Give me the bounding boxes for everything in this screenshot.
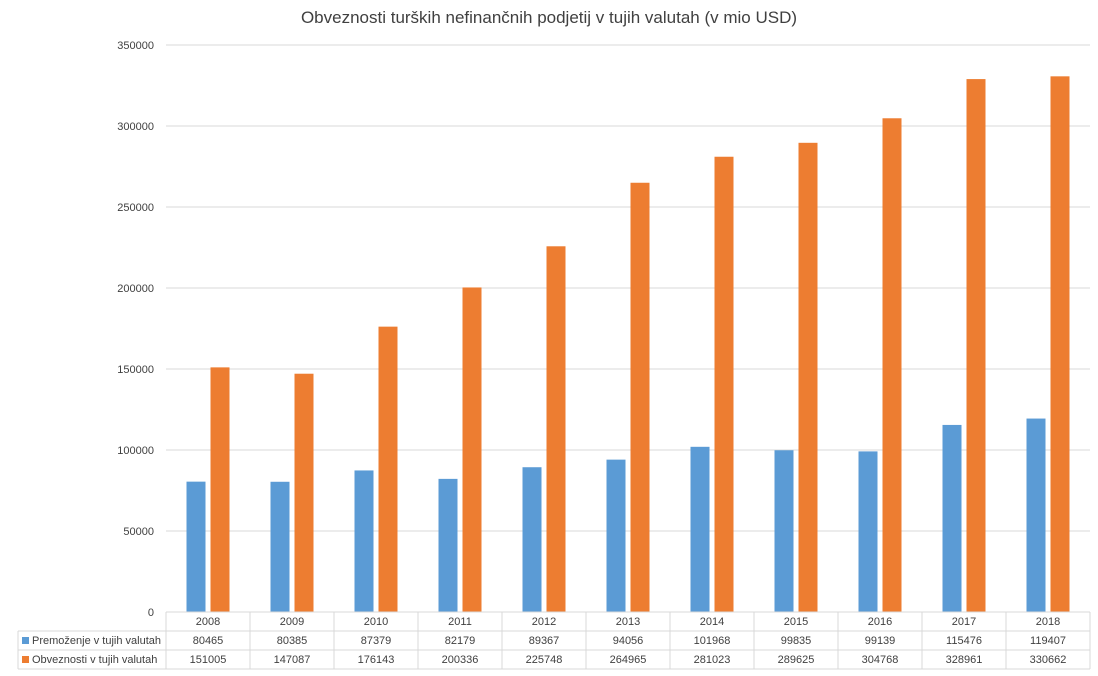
y-axis-ticks: 0 50000 100000 150000 200000 250000 300000 3500… xyxy=(117,40,154,619)
data-label: 281023 xyxy=(694,654,731,666)
y-tick-label: 0 xyxy=(148,607,154,619)
category-label: 2014 xyxy=(700,616,724,628)
category-label: 2017 xyxy=(952,616,976,628)
data-table: 2008 2009 2010 2011 2012 2013 2014 2015 2016 2017… xyxy=(17,611,1091,670)
bar-assets-2017 xyxy=(942,424,962,612)
data-label: 264965 xyxy=(610,654,647,666)
data-label: 94056 xyxy=(613,635,644,647)
bar-liabilities-2011 xyxy=(462,287,482,612)
y-tick-label: 50000 xyxy=(123,526,154,538)
category-label: 2012 xyxy=(532,616,556,628)
data-label: 200336 xyxy=(442,654,479,666)
bar-assets-2014 xyxy=(690,446,710,612)
bar-liabilities-2013 xyxy=(630,182,650,612)
bar-liabilities-2017 xyxy=(966,79,986,612)
data-label: 89367 xyxy=(529,635,560,647)
y-tick-label: 300000 xyxy=(117,121,154,133)
y-tick-label: 200000 xyxy=(117,283,154,295)
data-label: 87379 xyxy=(361,635,392,647)
data-label: 82179 xyxy=(445,635,476,647)
bar-assets-2010 xyxy=(354,470,374,612)
bar-assets-2013 xyxy=(606,459,626,612)
gridlines xyxy=(166,44,1090,532)
bar-liabilities-2014 xyxy=(714,156,734,612)
data-label: 151005 xyxy=(190,654,227,666)
category-label: 2016 xyxy=(868,616,892,628)
data-label: 289625 xyxy=(778,654,815,666)
data-label: 80385 xyxy=(277,635,308,647)
category-label: 2009 xyxy=(280,616,304,628)
bar-liabilities-2010 xyxy=(378,326,398,612)
data-label: 328961 xyxy=(946,654,983,666)
y-tick-label: 150000 xyxy=(117,364,154,376)
data-label: 80465 xyxy=(193,635,224,647)
data-label: 225748 xyxy=(526,654,563,666)
data-label: 99139 xyxy=(865,635,896,647)
bar-liabilities-2009 xyxy=(294,373,314,612)
bar-assets-2012 xyxy=(522,467,542,612)
legend-entry: Obveznosti v tujih valutah xyxy=(32,654,157,666)
category-label: 2013 xyxy=(616,616,640,628)
bar-liabilities-2008 xyxy=(210,367,230,612)
legend-key xyxy=(22,656,29,663)
category-label: 2008 xyxy=(196,616,220,628)
data-label: 101968 xyxy=(694,635,731,647)
data-label: 330662 xyxy=(1030,654,1067,666)
data-label: 119407 xyxy=(1030,635,1066,647)
data-label: 115476 xyxy=(946,635,982,647)
chart-title: Obveznosti turških nefinančnih podjetij … xyxy=(300,8,798,27)
bar-liabilities-2018 xyxy=(1050,76,1070,612)
bar-liabilities-2015 xyxy=(798,142,818,612)
bar-assets-2008 xyxy=(186,481,206,612)
data-label: 99835 xyxy=(781,635,812,647)
category-label: 2011 xyxy=(448,616,472,628)
bar-assets-2011 xyxy=(438,478,458,612)
y-tick-label: 250000 xyxy=(117,202,154,214)
legend-entry: Premoženje v tujih valutah xyxy=(32,635,161,647)
data-label: 176143 xyxy=(358,654,395,666)
bar-assets-2009 xyxy=(270,481,290,612)
bar-assets-2015 xyxy=(774,450,794,612)
bar-liabilities-2012 xyxy=(546,246,566,612)
category-label: 2010 xyxy=(364,616,388,628)
data-label: 147087 xyxy=(274,654,311,666)
bar-assets-2016 xyxy=(858,451,878,612)
y-tick-label: 350000 xyxy=(117,40,154,52)
bar-liabilities-2016 xyxy=(882,118,902,612)
data-label: 304768 xyxy=(862,654,899,666)
bars xyxy=(186,76,1070,612)
y-tick-label: 100000 xyxy=(117,445,154,457)
legend-key xyxy=(22,637,29,644)
category-label: 2015 xyxy=(784,616,808,628)
bar-assets-2018 xyxy=(1026,418,1046,612)
category-label: 2018 xyxy=(1036,616,1060,628)
